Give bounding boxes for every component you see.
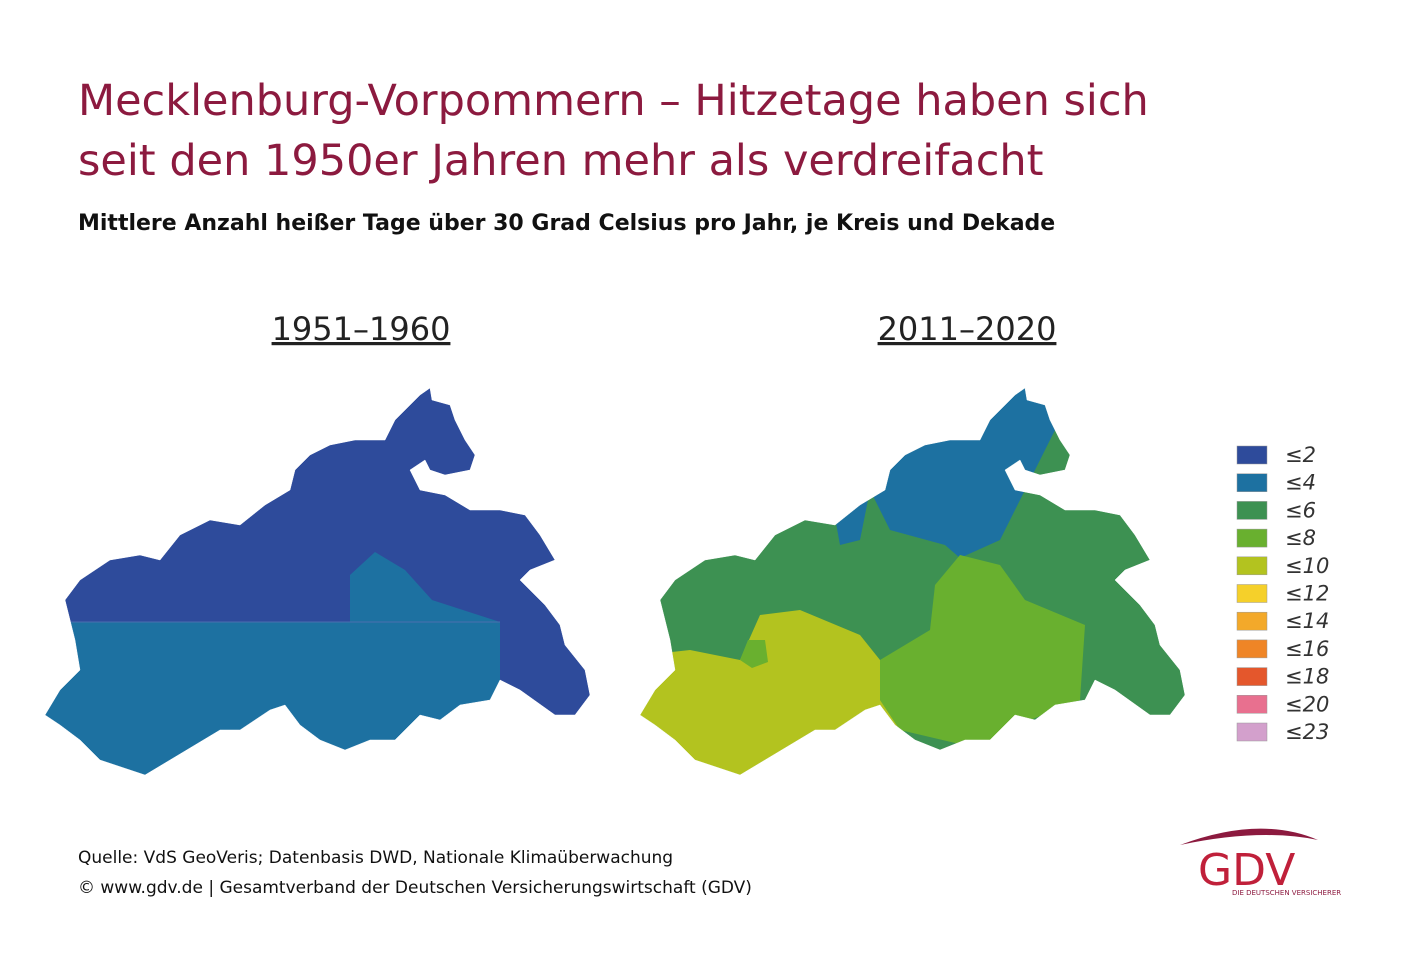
map-right — [640, 388, 1185, 775]
legend-label: ≤14 — [1285, 609, 1329, 633]
legend-swatch — [1236, 528, 1268, 548]
legend-swatch — [1236, 556, 1268, 576]
subtitle: Mittlere Anzahl heißer Tage über 30 Grad… — [78, 211, 1055, 236]
title-line: seit den 1950er Jahren mehr als verdreif… — [78, 136, 1043, 186]
legend-swatch — [1236, 695, 1268, 714]
legend-swatch — [1236, 584, 1268, 603]
legend-swatch — [1236, 473, 1268, 492]
legend-swatch — [1236, 445, 1268, 465]
legend-label: ≤2 — [1285, 443, 1316, 467]
legend: ≤2 ≤4 ≤6 ≤8 ≤10 ≤12 ≤14 ≤16 ≤18 ≤20 ≤23 — [1236, 443, 1329, 744]
legend-label: ≤23 — [1285, 720, 1329, 744]
legend-label: ≤20 — [1285, 692, 1329, 716]
legend-swatch — [1236, 501, 1268, 520]
logo-tagline: DIE DEUTSCHEN VERSICHERER — [1232, 889, 1341, 897]
legend-label: ≤16 — [1285, 637, 1329, 661]
title-line: Mecklenburg-Vorpommern – Hitzetage haben… — [78, 76, 1149, 126]
map-title: 1951–1960 — [272, 310, 451, 348]
legend-label: ≤10 — [1285, 554, 1329, 578]
legend-label: ≤18 — [1285, 665, 1329, 689]
legend-label: ≤6 — [1285, 498, 1316, 522]
legend-swatch — [1236, 667, 1268, 686]
map-left — [45, 388, 590, 775]
logo-name: GDV — [1198, 845, 1295, 896]
legend-swatch — [1236, 722, 1268, 742]
legend-swatch — [1236, 611, 1268, 631]
source: © www.gdv.de | Gesamtverband der Deutsch… — [78, 878, 752, 898]
logo-arc — [1180, 828, 1318, 845]
legend-swatch — [1236, 639, 1268, 659]
source: Quelle: VdS GeoVeris; Datenbasis DWD, Na… — [78, 848, 673, 868]
legend-label: ≤12 — [1285, 582, 1329, 606]
legend-label: ≤4 — [1285, 471, 1316, 495]
legend-label: ≤8 — [1285, 526, 1316, 550]
map-title: 2011–2020 — [878, 310, 1057, 348]
